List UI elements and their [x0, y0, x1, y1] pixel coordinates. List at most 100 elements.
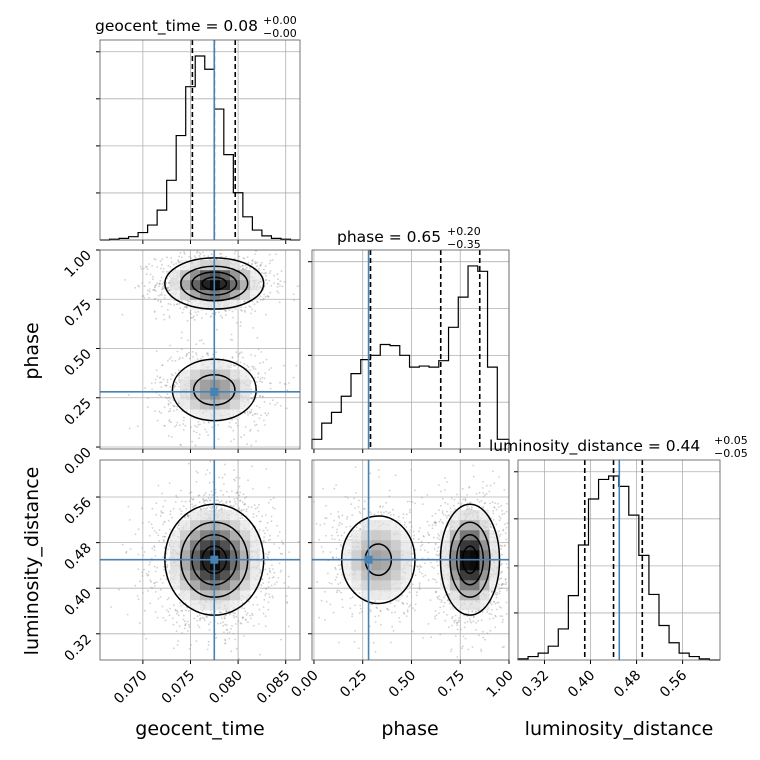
sample-point [255, 381, 258, 383]
sample-point [241, 616, 244, 619]
sample-point [471, 646, 474, 648]
sample-point [206, 352, 208, 355]
sample-point [154, 581, 156, 584]
sample-point [245, 268, 248, 270]
sample-point [442, 513, 445, 516]
sample-point [255, 440, 257, 443]
density-cell [240, 530, 251, 541]
sample-point [252, 603, 255, 606]
sample-point [175, 494, 178, 497]
sample-point [166, 277, 169, 280]
sample-point [241, 309, 243, 312]
sample-point [180, 609, 183, 612]
sample-point [144, 265, 147, 268]
sample-point [254, 424, 256, 427]
sample-point [224, 473, 226, 476]
sample-point [264, 541, 267, 543]
sample-point [260, 560, 262, 563]
sample-point [268, 593, 270, 595]
sample-point [268, 253, 271, 256]
sample-point [173, 405, 176, 408]
sample-point [203, 254, 206, 257]
sample-point [153, 565, 156, 568]
sample-point [262, 529, 265, 532]
sample-point [198, 433, 201, 436]
sample-point [139, 580, 141, 583]
sample-point [188, 351, 190, 354]
sample-point [288, 382, 290, 384]
sample-point [184, 516, 187, 519]
density-cell [190, 530, 201, 541]
sample-point [261, 381, 263, 383]
density-cell [220, 289, 231, 301]
sample-point [163, 297, 166, 299]
sample-point [259, 395, 261, 398]
sample-point [256, 336, 259, 339]
density-cell [200, 580, 211, 591]
sample-point [269, 538, 272, 541]
sample-point [155, 502, 158, 505]
sample-point [288, 551, 290, 553]
density-cell [180, 289, 191, 301]
phase-vs-geocent_time-frame [99, 249, 301, 450]
sample-point [205, 616, 208, 619]
sample-point [204, 428, 207, 431]
sample-point [264, 296, 267, 298]
sample-point [263, 400, 266, 403]
sample-point [176, 527, 179, 529]
phase-hist-frame [311, 249, 510, 450]
density-cell [250, 530, 261, 541]
sample-point [285, 595, 288, 597]
sample-point [167, 597, 170, 599]
sample-point [261, 515, 263, 518]
sample-point [184, 624, 187, 626]
sample-point [166, 309, 169, 311]
sample-point [154, 382, 157, 384]
sample-point [254, 355, 257, 357]
sample-point [168, 482, 171, 484]
sample-point [301, 547, 303, 549]
density-cell [210, 550, 221, 561]
sample-point [279, 571, 282, 573]
sample-point [264, 279, 267, 282]
sample-point [174, 372, 177, 375]
density-cell [210, 269, 221, 281]
sample-point [160, 510, 163, 512]
sample-point [154, 591, 157, 593]
sample-point [217, 424, 219, 426]
sample-point [143, 296, 146, 299]
sample-point [225, 255, 228, 258]
sample-point [259, 394, 261, 397]
sample-point [244, 503, 246, 506]
sample-point [269, 382, 271, 385]
sample-point [284, 383, 287, 386]
sample-point [199, 507, 202, 510]
density-cell [210, 279, 221, 291]
sample-point [268, 486, 270, 489]
sample-point [277, 278, 279, 281]
sample-point [231, 625, 233, 627]
sample-point [240, 514, 243, 517]
sample-point [262, 299, 264, 301]
density-cell [200, 550, 211, 561]
density-cell [240, 580, 251, 591]
sample-point [164, 619, 167, 622]
sample-point [231, 490, 233, 493]
sample-point [169, 265, 172, 268]
sample-point [203, 617, 205, 620]
density-cell [170, 269, 181, 281]
sample-point [168, 420, 171, 423]
sample-point [270, 515, 273, 518]
sample-point [177, 259, 180, 261]
phase-histogram [311, 265, 510, 449]
panel-luminosity_distance-vs-phase [308, 459, 510, 664]
sample-point [190, 257, 193, 259]
sample-point [226, 624, 228, 626]
sample-point [252, 367, 255, 370]
sample-point [161, 258, 164, 261]
sample-point [166, 598, 169, 601]
sample-point [173, 604, 175, 607]
sample-point [251, 614, 254, 617]
sample-point [249, 306, 252, 309]
sample-point [251, 262, 254, 265]
